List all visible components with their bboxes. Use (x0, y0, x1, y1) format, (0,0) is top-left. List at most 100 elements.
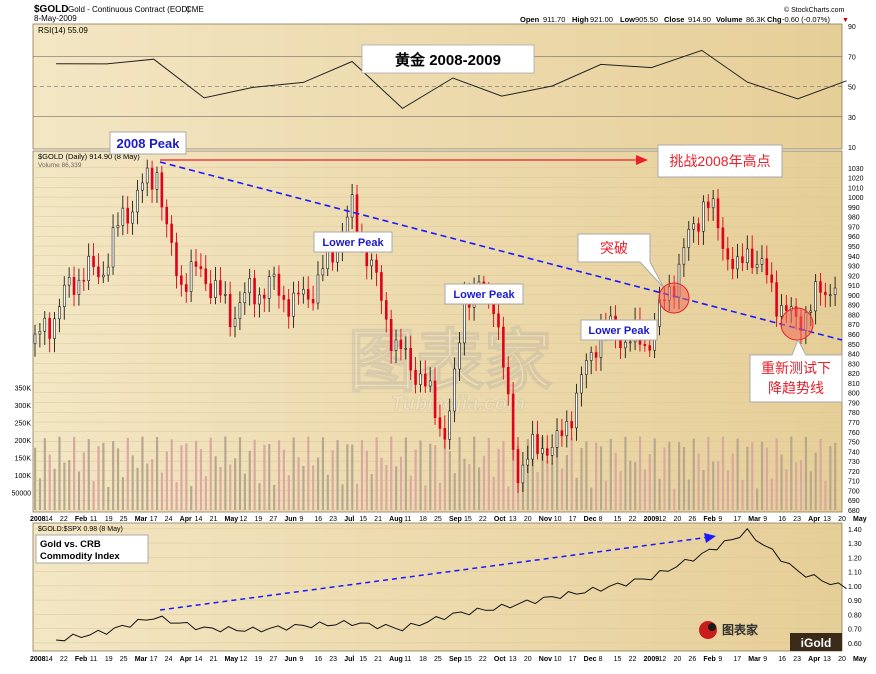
candle-body (394, 339, 398, 351)
x-axis-tick-label: Dec (584, 516, 597, 523)
x-axis-tick-label: Mar (748, 656, 761, 663)
candle-body (711, 198, 715, 209)
candle-body (258, 294, 261, 305)
candle-body (316, 274, 320, 304)
x-axis-tick-label: 19 (105, 656, 113, 663)
candle-body (706, 201, 710, 209)
candle-body (628, 341, 632, 344)
x-axis-tick-label: Jul (344, 516, 354, 523)
volume-bar (541, 436, 544, 510)
volume-bar (82, 452, 85, 510)
volume-bar (463, 458, 466, 510)
x-axis-tick-label: 10 (554, 656, 562, 663)
volume-bar (234, 458, 237, 510)
candle-body (575, 392, 578, 429)
x-axis-tick-label: Feb (703, 516, 715, 523)
volume-value: 86.3K (746, 15, 766, 24)
volume-tick-label: 100K (15, 473, 32, 480)
x-axis-top: 2008 14 22 Feb 11 19 25 Mar 17 24 Apr 14 21 May 12 19 27… (30, 516, 867, 523)
price-tick-label: 810 (848, 381, 860, 388)
x-axis-tick-label: 23 (329, 516, 337, 523)
candle-body (389, 318, 393, 351)
volume-bar (268, 443, 271, 510)
candle-body (53, 318, 56, 339)
x-axis-tick-label: 24 (165, 656, 173, 663)
x-axis-tick-label: Jun (284, 516, 296, 523)
candle-body (550, 447, 554, 456)
x-axis-tick-label: 25 (434, 516, 442, 523)
x-axis-tick-label: 9 (763, 516, 767, 523)
x-axis-tick-label: 16 (314, 516, 322, 523)
volume-bar (248, 450, 251, 510)
candle-body (321, 268, 325, 276)
candle-body (253, 278, 256, 305)
x-axis-tick-label: 20 (673, 656, 681, 663)
candle-body (131, 211, 134, 224)
rsi-tick-label: 50 (848, 85, 856, 92)
x-axis-tick-label: Aug (389, 656, 403, 663)
volume-bar (121, 477, 125, 510)
volume-bar (424, 485, 427, 510)
igold-logo-box (790, 633, 842, 651)
volume-bar (736, 438, 739, 510)
x-axis-tick-label: 14 (45, 516, 53, 523)
price-tick-label: 730 (848, 459, 860, 466)
candle-body (755, 264, 759, 268)
volume-bar (258, 483, 261, 510)
candle-body (97, 266, 100, 278)
candle-body (67, 277, 71, 286)
candle-body (370, 259, 373, 267)
candle-body (72, 277, 76, 295)
rsi-tick-label: 30 (848, 115, 856, 122)
x-axis-tick-label: Feb (703, 656, 715, 663)
candle-body (243, 292, 247, 304)
volume-bar (521, 481, 525, 510)
volume-bar (126, 437, 129, 510)
volume-bar (175, 482, 178, 510)
candle-body (765, 258, 769, 276)
x-axis-tick-label: 21 (374, 516, 382, 523)
candle-body (750, 248, 754, 268)
breakout-circle (658, 282, 690, 314)
volume-bar (204, 476, 207, 510)
candle-body (77, 279, 81, 295)
volume-bar (458, 437, 461, 510)
candle-body (302, 289, 305, 295)
volume-bar (165, 451, 168, 510)
volume-series-label: Volume 86,339 (38, 162, 82, 169)
volume-bar (477, 467, 481, 510)
price-tick-label: 1030 (848, 166, 864, 173)
price-tick-label: 690 (848, 498, 860, 505)
x-axis-tick-label: 20 (838, 656, 846, 663)
candle-body (682, 247, 686, 265)
volume-bar (560, 468, 564, 510)
x-axis-tick-label: May (225, 516, 239, 523)
price-tick-label: 1010 (848, 185, 864, 192)
candle-body (453, 368, 456, 412)
candle-body (223, 294, 227, 296)
price-tick-label: 1020 (848, 176, 864, 183)
x-axis-tick-label: 15 (614, 656, 622, 663)
candle-body (697, 223, 700, 232)
x-axis-tick-label: 17 (150, 516, 158, 523)
lower-peak-box-1 (313, 231, 393, 253)
candle-body (809, 310, 813, 313)
x-axis-tick-label: Aug (389, 516, 403, 523)
x-axis-tick-label: 14 (45, 656, 53, 663)
price-tick-label: 930 (848, 264, 860, 271)
volume-bar (795, 462, 798, 510)
volume-bar (663, 447, 666, 510)
candle-body (716, 198, 720, 229)
x-axis-tick-label: 11 (404, 516, 411, 523)
x-axis-tick-label: Mar (135, 516, 148, 523)
volume-bar (512, 443, 515, 510)
volume-bar (585, 441, 588, 510)
x-axis-tick-label: 19 (254, 656, 262, 663)
candle-body (506, 366, 510, 395)
tubiaojia-logo: 图表家 (699, 621, 759, 639)
volume-bar (604, 480, 608, 510)
candle-body (184, 284, 188, 292)
volume-bars (34, 436, 837, 510)
volume-bar (356, 483, 359, 510)
